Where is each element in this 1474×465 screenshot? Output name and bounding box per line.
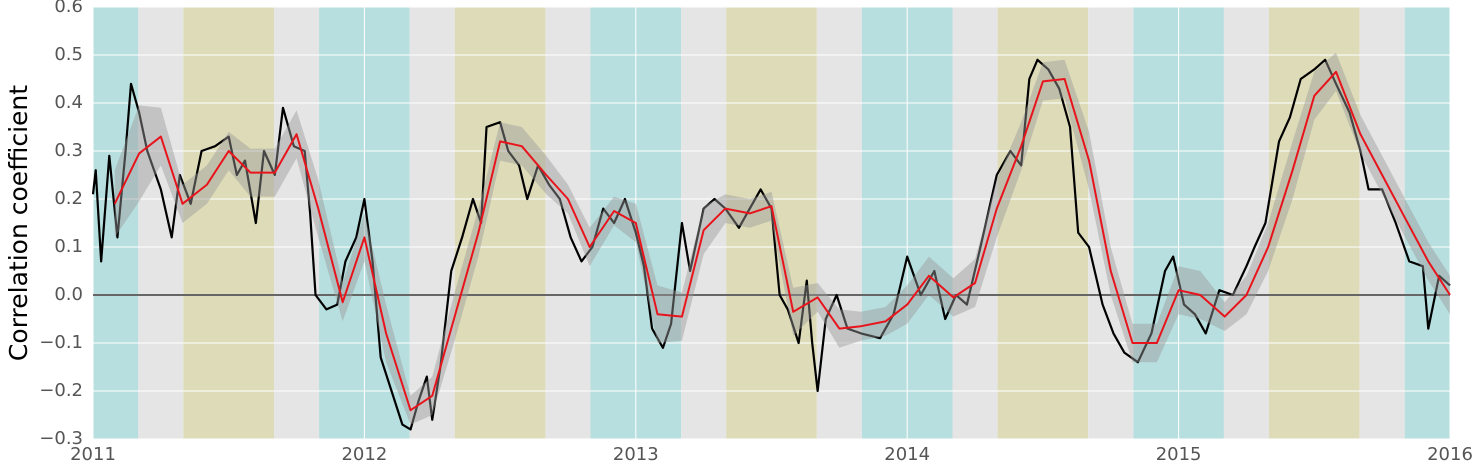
x-tick-label: 2012 — [341, 444, 387, 465]
y-tick-label: −0.2 — [39, 380, 83, 401]
season-band — [1268, 7, 1360, 439]
season-band — [1088, 7, 1134, 439]
y-tick-label: 0.6 — [54, 0, 83, 17]
season-band — [545, 7, 591, 439]
season-band — [183, 7, 275, 439]
season-band — [1223, 7, 1269, 439]
x-tick-label: 2016 — [1427, 444, 1473, 465]
x-tick-label: 2011 — [70, 444, 116, 465]
y-tick-label: 0.3 — [54, 140, 83, 161]
x-tick-label: 2014 — [884, 444, 930, 465]
y-tick-label: 0.0 — [54, 284, 83, 305]
season-band — [274, 7, 320, 439]
error-band — [114, 52, 1450, 425]
season-band — [138, 7, 184, 439]
x-tick-label: 2013 — [613, 444, 659, 465]
y-tick-label: 0.2 — [54, 188, 83, 209]
data-line — [91, 58, 1451, 431]
y-tick-label: 0.1 — [54, 236, 83, 257]
y-tick-label: −0.3 — [39, 428, 83, 449]
y-tick-label: −0.1 — [39, 332, 83, 353]
season-band — [952, 7, 998, 439]
season-band — [816, 7, 862, 439]
data-line — [113, 70, 1451, 412]
y-tick-label: 0.5 — [54, 44, 83, 65]
season-band — [681, 7, 727, 439]
season-band — [454, 7, 546, 439]
x-tick-label: 2015 — [1156, 444, 1202, 465]
season-band — [409, 7, 455, 439]
y-tick-label: 0.4 — [54, 92, 83, 113]
season-band — [1404, 7, 1450, 439]
y-axis-label: Correlation coefficient — [4, 85, 33, 361]
season-band — [997, 7, 1089, 439]
season-band — [1359, 7, 1405, 439]
